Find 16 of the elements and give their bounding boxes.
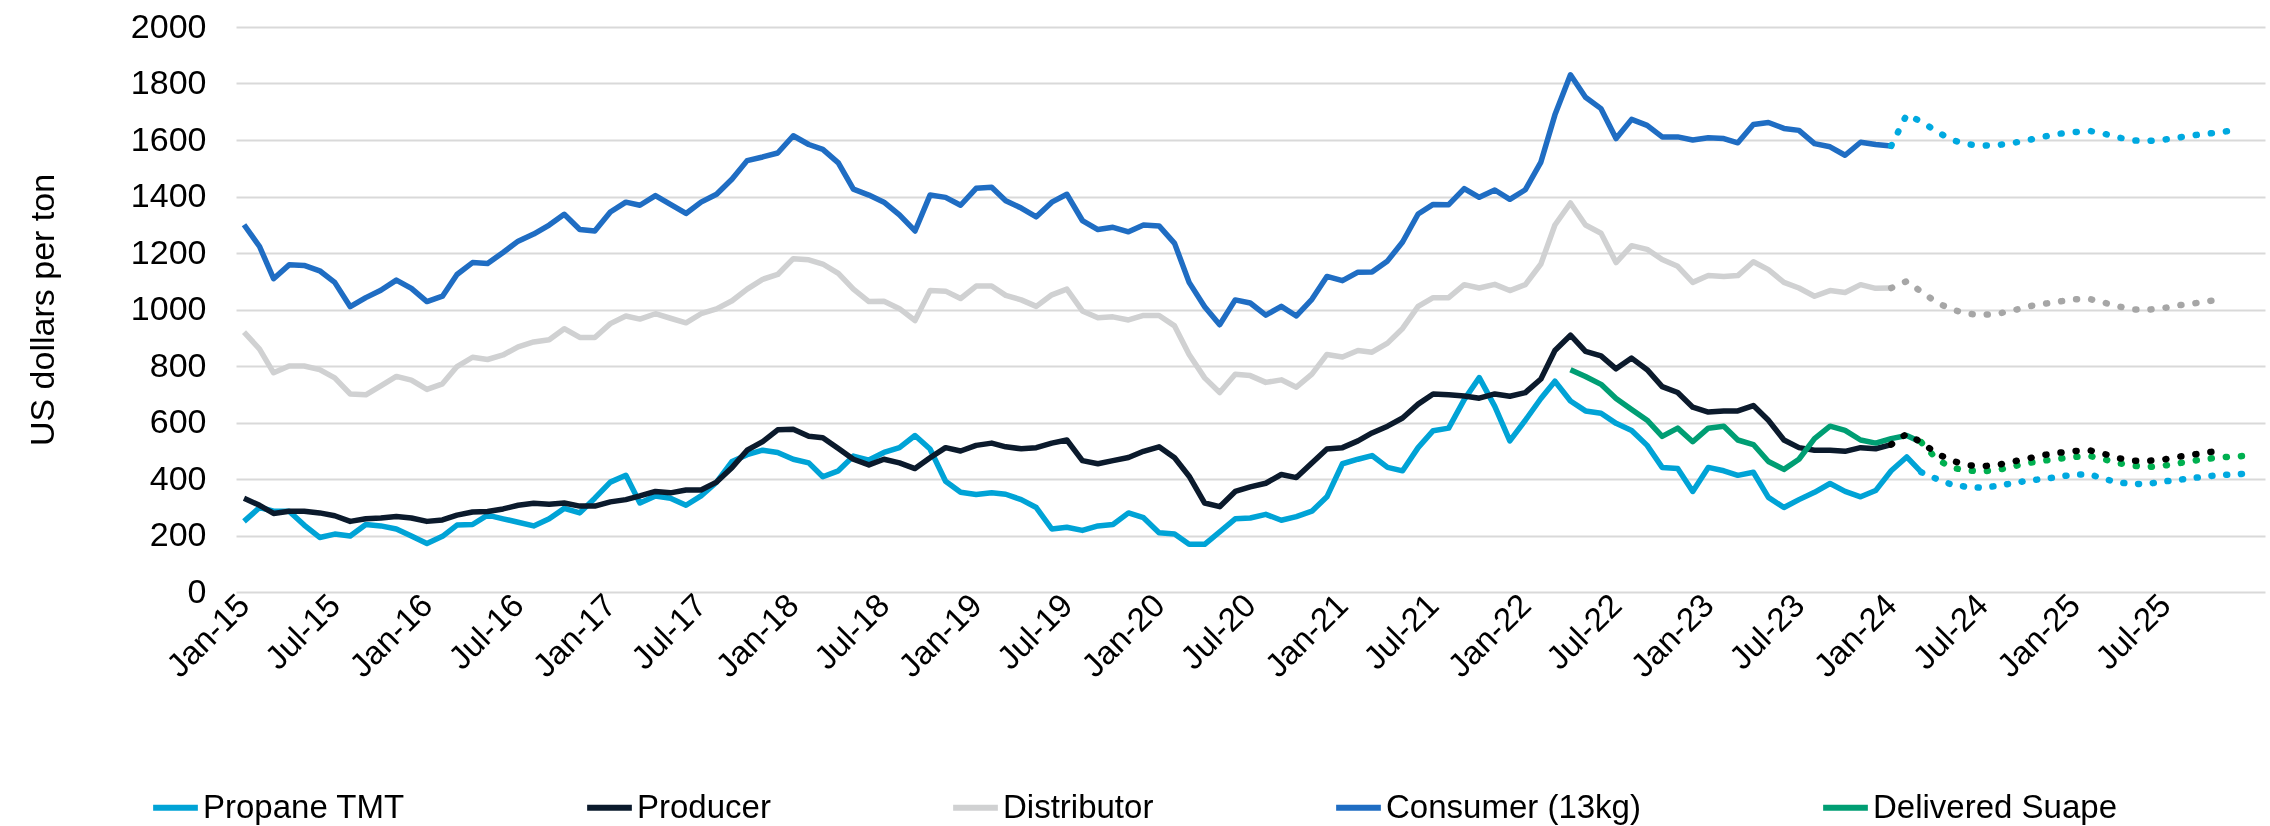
legend-label: Propane TMT (203, 787, 405, 825)
y-tick-label: 1200 (130, 232, 207, 271)
legend-label: Producer (637, 787, 771, 825)
legend-label: Consumer (13kg) (1386, 787, 1641, 825)
y-tick-label: 200 (149, 515, 207, 553)
y-tick-label: 800 (149, 345, 207, 384)
legend-label: Distributor (1003, 787, 1154, 825)
y-tick-label: 400 (149, 458, 207, 497)
y-axis-title: US dollars per ton (22, 173, 61, 447)
y-tick-label: 600 (149, 402, 207, 440)
y-tick-label: 1000 (130, 289, 207, 327)
y-tick-label: 2000 (130, 6, 207, 45)
y-tick-label: 1600 (130, 119, 207, 158)
legend-label: Delivered Suape (1873, 787, 2117, 825)
y-tick-label: 1400 (130, 176, 207, 214)
y-tick-label: 1800 (130, 63, 207, 101)
